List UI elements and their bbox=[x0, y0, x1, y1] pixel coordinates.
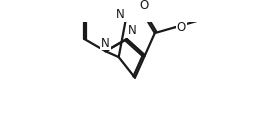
Text: O: O bbox=[139, 0, 148, 13]
Text: N: N bbox=[101, 37, 110, 50]
Text: N: N bbox=[116, 8, 125, 21]
Text: N: N bbox=[128, 24, 137, 37]
Text: O: O bbox=[177, 21, 186, 34]
